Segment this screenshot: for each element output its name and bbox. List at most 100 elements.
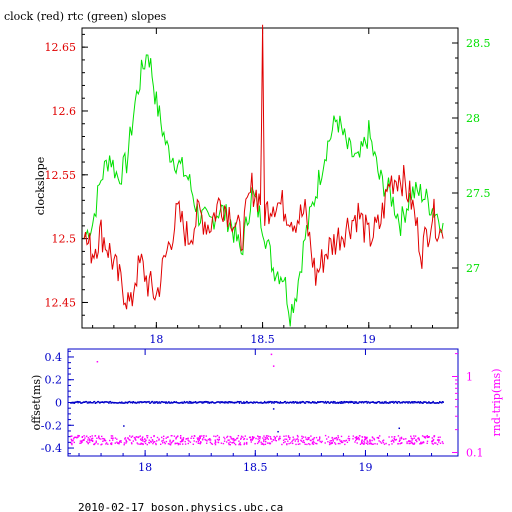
- rndtrip-point: [229, 441, 231, 443]
- offset-point: [215, 402, 217, 404]
- rndtrip-point: [385, 442, 387, 445]
- offset-point: [227, 402, 229, 404]
- rndtrip-point: [312, 440, 315, 442]
- offset-point: [114, 402, 117, 404]
- rndtrip-point: [155, 442, 157, 445]
- rndtrip-point: [77, 436, 79, 438]
- rndtrip-point: [218, 436, 220, 439]
- footer-text: 2010-02-17 boson.physics.ubc.ca: [78, 501, 283, 512]
- rndtrip-point: [334, 442, 336, 444]
- offset-point: [152, 400, 154, 403]
- rndtrip-point: [399, 443, 401, 445]
- rndtrip-point: [95, 440, 97, 442]
- rndtrip-point: [383, 443, 386, 445]
- offset-point: [209, 402, 211, 404]
- rndtrip-point: [197, 440, 200, 443]
- offset-point: [112, 401, 114, 404]
- offset-point: [291, 401, 294, 403]
- offset-point: [388, 401, 391, 403]
- rndtrip-point: [187, 439, 189, 441]
- rndtrip-point: [181, 440, 183, 443]
- offset-point: [286, 401, 289, 403]
- rndtrip-point: [175, 442, 177, 445]
- rndtrip-point: [140, 442, 142, 444]
- offset-point: [91, 402, 94, 404]
- rndtrip-point: [232, 437, 234, 440]
- offset-point: [357, 402, 360, 404]
- rndtrip-point: [258, 441, 260, 443]
- rndtrip-point: [235, 439, 237, 441]
- offset-tick-label: -0.4: [41, 442, 62, 455]
- rndtrip-point: [412, 438, 414, 440]
- rndtrip-point: [127, 437, 129, 439]
- rndtrip-point: [423, 435, 425, 438]
- rndtrip-point: [257, 438, 259, 440]
- offset-point: [334, 401, 336, 403]
- rndtrip-point: [313, 441, 315, 444]
- rndtrip-point: [263, 443, 265, 446]
- offset-point: [284, 400, 287, 403]
- offset-point: [440, 401, 442, 404]
- rndtrip-point: [224, 438, 226, 440]
- rndtrip-point: [319, 436, 321, 438]
- rndtrip-point: [78, 435, 80, 437]
- rndtrip-point: [80, 442, 82, 444]
- rndtrip-point: [208, 439, 211, 441]
- rndtrip-point: [226, 436, 228, 439]
- rndtrip-point: [88, 438, 91, 440]
- rndtrip-point: [228, 442, 230, 444]
- offset-point: [295, 401, 297, 403]
- rndtrip-point: [331, 437, 333, 439]
- rndtrip-point: [432, 438, 435, 441]
- offset-point: [391, 401, 393, 403]
- rndtrip-point: [250, 441, 252, 443]
- rndtrip-point: [359, 435, 361, 437]
- rndtrip-point: [421, 442, 423, 445]
- rndtrip-point: [253, 436, 255, 439]
- rndtrip-point: [218, 438, 220, 441]
- rndtrip-point: [397, 435, 400, 437]
- rndtrip-point: [223, 436, 225, 439]
- rndtrip-point: [308, 436, 310, 439]
- rndtrip-point: [292, 436, 294, 438]
- rndtrip-point: [343, 440, 345, 442]
- rndtrip-point: [319, 440, 321, 443]
- bottom-x-tick-label: 18.5: [243, 461, 268, 474]
- rndtrip-point: [239, 444, 242, 446]
- offset-point: [214, 402, 216, 404]
- rndtrip-point: [184, 440, 186, 443]
- offset-point: [422, 402, 424, 404]
- offset-point: [98, 401, 100, 403]
- offset-point: [312, 401, 315, 403]
- rndtrip-point: [320, 441, 323, 444]
- rndtrip-point: [142, 440, 144, 442]
- offset-point: [230, 401, 233, 404]
- rndtrip-point: [81, 440, 83, 443]
- rndtrip-point: [420, 442, 422, 444]
- rndtrip-point: [180, 435, 182, 437]
- rndtrip-point: [379, 435, 381, 437]
- offset-point: [80, 402, 82, 404]
- rndtrip-point: [130, 436, 133, 438]
- rndtrip-point: [120, 441, 122, 443]
- rndtrip-point: [188, 440, 190, 442]
- rndtrip-tick-label: 0.1: [466, 447, 484, 460]
- rndtrip-point: [125, 440, 127, 442]
- top-ylabel: clockslope: [34, 157, 47, 215]
- offset-point: [435, 402, 437, 404]
- rndtrip-point: [441, 441, 444, 443]
- rndtrip-point: [321, 440, 323, 443]
- rndtrip-point: [94, 435, 97, 437]
- rndtrip-point: [101, 435, 103, 438]
- rndtrip-point: [366, 440, 368, 442]
- rndtrip-point: [112, 437, 114, 439]
- rndtrip-point: [284, 441, 286, 443]
- rndtrip-point: [243, 438, 245, 441]
- rndtrip-point: [292, 442, 294, 445]
- rndtrip-point: [363, 440, 365, 443]
- rndtrip-point: [436, 443, 439, 446]
- offset-point: [243, 402, 246, 404]
- rndtrip-point: [240, 435, 243, 437]
- rndtrip-point: [406, 441, 408, 443]
- rndtrip-point: [144, 440, 147, 442]
